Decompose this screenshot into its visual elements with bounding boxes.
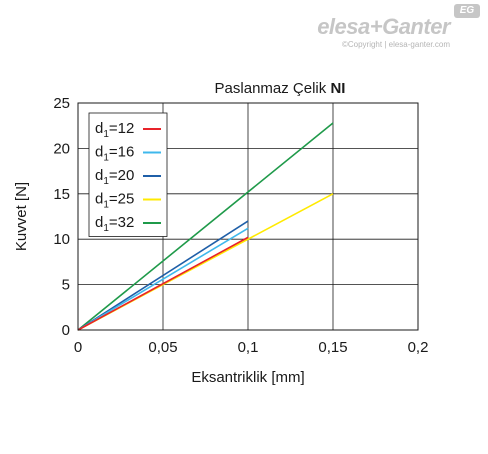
x-tick-label: 0,15 — [318, 339, 347, 356]
y-tick-labels: 0 5 10 15 20 25 — [53, 95, 70, 339]
chart-title: Paslanmaz Çelik NI — [215, 80, 346, 97]
legend-label-d1=16: d1=16 — [95, 144, 134, 164]
legend-label-d1=12: d1=12 — [95, 120, 134, 140]
x-tick-label: 0,05 — [148, 339, 177, 356]
y-axis-title: Kuvvet [N] — [13, 182, 30, 251]
series-line-d1=32 — [77, 122, 334, 331]
x-tick-label: 0,1 — [238, 339, 259, 356]
x-tick-label: 0,2 — [408, 339, 429, 356]
legend-label-d1=25: d1=25 — [95, 191, 134, 211]
x-tick-labels: 0 0,05 0,1 0,15 0,2 — [74, 339, 429, 356]
brand-logo-text: elesa+Ganter — [317, 14, 450, 39]
series-line-d1=12 — [77, 236, 249, 331]
brand-badge: EG — [454, 4, 480, 18]
y-tick-label: 0 — [62, 322, 70, 339]
legend-label-d1=20: d1=20 — [95, 167, 134, 187]
series-line-d1=16 — [77, 227, 249, 331]
legend-label-d1=32: d1=32 — [95, 214, 134, 234]
series-line-d1=20 — [77, 220, 249, 331]
x-axis-title: Eksantriklik [mm] — [191, 369, 304, 386]
y-tick-label: 20 — [53, 140, 70, 157]
x-tick-label: 0 — [74, 339, 82, 356]
legend-box — [88, 112, 168, 237]
plot-frame — [77, 102, 419, 331]
y-tick-label: 10 — [53, 231, 70, 248]
chart-title-bold: NI — [330, 80, 345, 97]
y-tick-label: 15 — [53, 186, 70, 203]
chart-legend: d1=12 d1=16 d1=20 d1=25 d1=32 — [88, 112, 168, 237]
chart-title-main: Paslanmaz Çelik — [215, 80, 331, 97]
brand-logo: elesa+Ganter EG ©Copyright | elesa-gante… — [280, 4, 480, 64]
copyright-notice: ©Copyright | elesa-ganter.com — [341, 40, 450, 49]
y-tick-label: 25 — [53, 95, 70, 112]
y-tick-label: 5 — [62, 277, 70, 294]
chart-series — [77, 122, 334, 331]
